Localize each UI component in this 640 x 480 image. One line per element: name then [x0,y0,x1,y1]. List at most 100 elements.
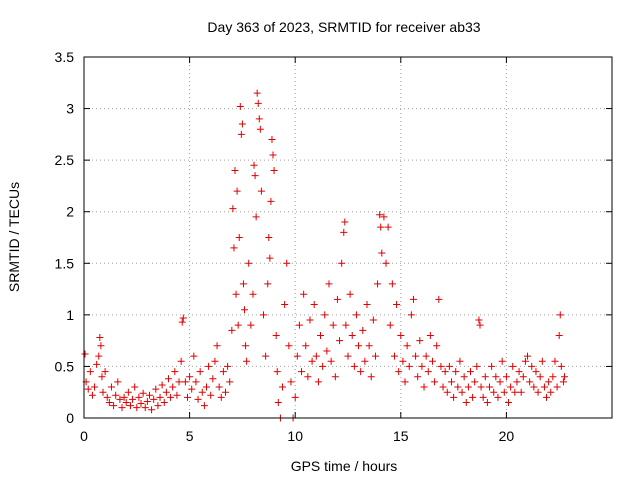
data-point [553,383,561,391]
data-point [321,311,329,319]
data-point [547,388,555,396]
data-point [517,388,525,396]
data-point [502,373,510,381]
data-point [424,368,432,376]
data-point [196,368,204,376]
data-point [150,395,158,403]
data-point [325,280,333,288]
plot-frame [83,56,613,419]
data-point [519,373,527,381]
data-point [107,383,115,391]
data-point [226,378,234,386]
data-point [439,383,447,391]
data-point [267,197,275,205]
data-point [279,383,287,391]
data-point [507,383,515,391]
data-point [97,342,105,350]
data-point [285,342,293,350]
data-point [331,373,339,381]
x-axis-label: GPS time / hours [291,458,398,474]
data-point [207,391,215,399]
data-point [458,388,466,396]
data-point [422,352,430,360]
data-points [81,89,568,422]
x-tick-label: 5 [186,428,194,444]
data-point [534,388,542,396]
data-point [314,378,322,386]
data-point [154,402,162,410]
chart-title: Day 363 of 2023, SRMTID for receiver ab3… [207,19,480,35]
data-point [304,373,312,381]
data-point [393,301,401,309]
data-point [412,352,420,360]
data-point [235,234,243,241]
data-point [490,388,498,396]
data-point [365,342,373,350]
data-point [397,331,405,339]
y-tick-label: 1 [66,307,74,323]
data-point [511,388,519,396]
data-point [323,347,331,355]
data-point [120,393,128,401]
data-point [250,161,258,169]
data-point [342,321,350,329]
data-point [306,316,314,324]
data-point [232,290,240,298]
data-point [418,362,426,370]
data-point [475,316,483,324]
data-point [105,399,113,407]
data-point [374,280,382,288]
data-point [211,357,219,365]
data-point [213,342,221,350]
data-point [528,362,536,370]
data-point [84,385,92,393]
data-point [524,352,532,360]
data-point [81,350,89,358]
data-point [266,254,274,262]
data-point [476,321,484,329]
y-axis-label: SRMTID / TECUs [6,182,22,292]
y-tick-label: 3.5 [55,49,75,65]
data-point [513,378,521,386]
data-point [488,362,496,370]
data-point [137,400,145,408]
data-point [148,406,156,414]
data-point [477,383,485,391]
data-point [160,399,168,407]
grid [84,57,612,418]
data-point [319,362,327,370]
y-tick-label: 2 [66,204,74,220]
data-point [435,295,443,303]
data-point [257,187,265,195]
data-point [399,357,407,365]
data-point [348,331,356,339]
data-point [329,321,337,329]
data-point [116,395,124,403]
data-point [526,378,534,386]
y-tick-label: 3 [66,101,74,117]
data-point [560,373,568,381]
data-point [384,223,392,231]
data-point [239,280,247,288]
data-point [169,383,177,391]
data-point [456,357,464,365]
x-tick-label: 15 [393,428,409,444]
y-tick-label: 2.5 [55,152,75,168]
data-point [338,259,346,267]
data-point [139,389,147,397]
data-point [270,166,278,174]
y-tick-label: 0 [66,410,74,426]
data-point [409,295,417,303]
data-point [469,393,477,401]
data-point [129,395,137,403]
data-point [317,331,325,339]
data-point [441,368,449,376]
data-point [428,357,436,365]
data-point [145,391,153,399]
data-point [177,357,185,365]
y-tick-label: 1.5 [55,255,75,271]
data-point [359,326,367,334]
data-point [112,391,120,399]
data-point [350,362,358,370]
